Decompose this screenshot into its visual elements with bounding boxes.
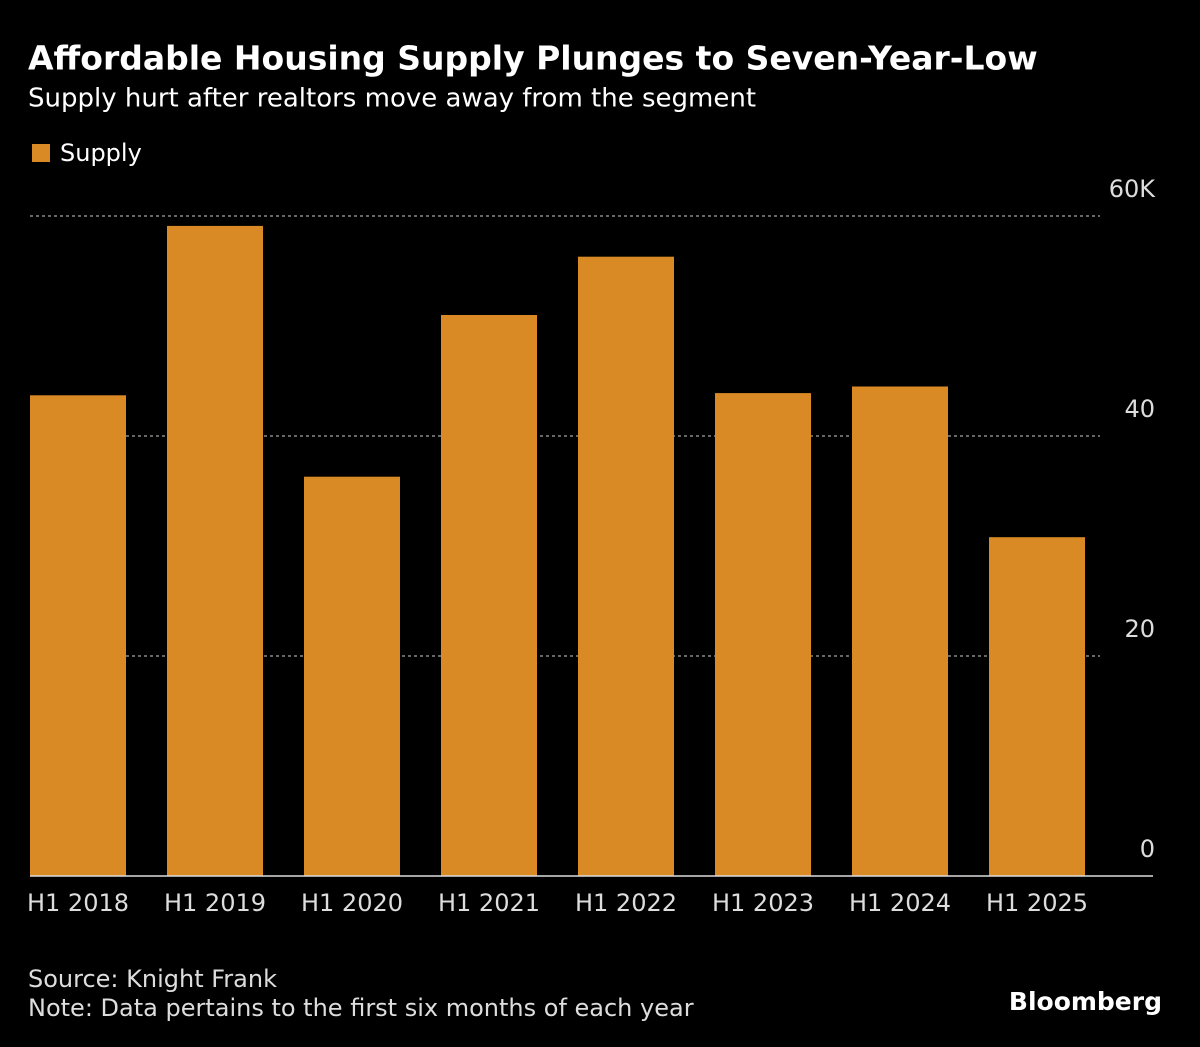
x-tick-label: H1 2023 [712, 889, 814, 917]
chart-title: Affordable Housing Supply Plunges to Sev… [28, 39, 1038, 78]
bar [715, 393, 811, 876]
x-tick-label: H1 2022 [575, 889, 677, 917]
x-tick-label: H1 2025 [986, 889, 1088, 917]
brand: Bloomberg [1009, 987, 1162, 1016]
note: Note: Data pertains to the first six mon… [28, 994, 694, 1022]
x-tick-label: H1 2024 [849, 889, 951, 917]
legend-swatch [32, 144, 50, 162]
x-tick-label: H1 2020 [301, 889, 403, 917]
bar [989, 537, 1085, 876]
bar [578, 256, 674, 876]
y-tick-label: 20 [1124, 615, 1155, 643]
bar [852, 386, 948, 876]
y-tick-label: 60K [1109, 175, 1157, 203]
chart-subtitle: Supply hurt after realtors move away fro… [28, 84, 756, 114]
legend-label: Supply [60, 139, 142, 167]
bar [30, 395, 126, 876]
y-tick-label: 40 [1124, 395, 1155, 423]
x-tick-label: H1 2021 [438, 889, 540, 917]
bar [167, 225, 263, 876]
y-tick-label: 0 [1140, 835, 1155, 863]
bar [441, 315, 537, 876]
bar [304, 476, 400, 876]
x-tick-label: H1 2019 [164, 889, 266, 917]
source: Source: Knight Frank [28, 965, 277, 993]
x-tick-label: H1 2018 [27, 889, 129, 917]
